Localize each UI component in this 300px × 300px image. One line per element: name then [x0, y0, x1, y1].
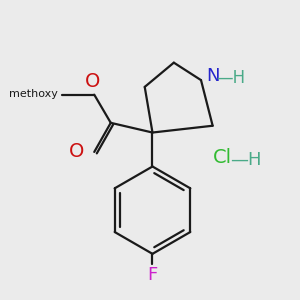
- Text: Cl: Cl: [213, 148, 232, 167]
- Text: O: O: [69, 142, 85, 161]
- Text: —H: —H: [217, 69, 246, 87]
- Text: methoxy: methoxy: [10, 89, 58, 99]
- Text: —H: —H: [230, 151, 262, 169]
- Text: O: O: [85, 72, 100, 91]
- Text: N: N: [206, 67, 219, 85]
- Text: F: F: [147, 266, 158, 284]
